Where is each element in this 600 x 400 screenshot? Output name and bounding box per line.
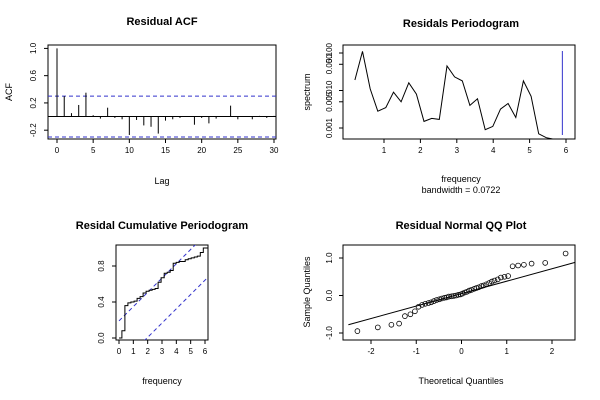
qq-xlabel: Theoretical Quantiles [418,376,504,386]
periodogram-title: Residals Periodogram [403,18,519,30]
acf-xtick-label: 5 [91,146,96,155]
qq-point [521,261,527,268]
qq-point [354,328,361,334]
qq-title: Residual Normal QQ Plot [396,220,527,232]
qq-point [419,302,425,308]
periodogram-xtick-label: 2 [418,146,423,155]
acf-xtick-label: 30 [270,146,279,155]
qq-plot-frame [342,244,576,341]
qq-point [478,283,485,289]
qq-point [455,291,462,298]
periodogram-plot-frame [342,44,576,140]
qq-xtick-label: 2 [550,347,555,356]
qq-point [466,287,473,294]
qq-ytick-label: 1.0 [325,252,334,264]
qq-point [436,296,443,303]
acf-ylabel: ACF [4,82,14,101]
qq-point [505,273,511,279]
periodogram-xtick-label: 5 [527,146,532,155]
periodogram-ytick-label: 0.001 [325,117,334,138]
acf-ytick-label: 0.6 [29,70,38,82]
periodogram-ytick-label: 0.005 [325,91,334,112]
cumper-xlabel: frequency [142,376,182,386]
qq-point [468,287,475,293]
qq-point [480,282,487,289]
periodogram-ylabel: spectrum [302,73,312,110]
qq-point [542,260,548,266]
acf-xlabel: Lag [154,176,169,186]
cumper-xtick-label: 3 [160,347,165,356]
qq-point [486,280,492,286]
qq-xtick-label: 1 [505,347,510,356]
periodogram-ytick-label: 0.010 [325,80,334,101]
cumper-xtick-label: 2 [145,347,150,356]
qq-point [428,299,435,306]
acf-xtick-label: 10 [125,146,134,155]
acf-xtick-label: 0 [55,146,60,155]
qq-point [402,313,408,319]
qq-point [422,300,429,307]
qq-point [438,295,445,302]
qq-point [407,311,414,318]
qq-point [433,297,440,303]
acf-ytick-label: 1.0 [29,42,38,54]
qq-point [483,281,490,288]
qq-point [562,250,569,257]
cumper-xtick-label: 5 [188,347,193,356]
qq-point [528,260,535,267]
qq-xtick-label: 0 [459,347,464,356]
cumper-xtick-label: 6 [203,347,208,356]
qq-ytick-label: -1.0 [325,326,334,340]
qq-point [374,324,381,331]
acf-ytick-label: 0.2 [29,97,38,109]
periodogram-bandwidth-label: bandwidth = 0.0722 [422,185,501,195]
qq-ytick-label: 0.0 [325,289,334,301]
qq-point [509,263,516,270]
acf-xtick-label: 15 [161,146,170,155]
periodogram-xtick-label: 6 [564,146,569,155]
qq-point [412,308,418,315]
periodogram-xtick-label: 4 [491,146,496,155]
qq-point [498,274,504,281]
qq-point [491,277,498,284]
qq-reference-line [348,262,575,326]
qq-point [388,321,395,328]
cumper-title: Residal Cumulative Periodogram [76,220,249,232]
periodogram-xtick-label: 1 [382,146,387,155]
qq-point [515,262,521,269]
qq-point [431,298,437,304]
acf-xtick-label: 25 [233,146,242,155]
cumper-xtick-label: 4 [174,347,179,356]
qq-point [475,284,482,291]
periodogram-ytick-label: 0.100 [325,42,334,63]
qq-xtick-label: -2 [367,347,375,356]
cumper-ytick-label: 0.4 [97,296,106,308]
cumper-xtick-label: 1 [131,347,136,356]
qq-point [425,300,432,306]
qq-point [501,273,508,280]
cumper-step-line [119,247,208,339]
qq-point [473,285,480,291]
qq-ylabel: Sample Quantiles [302,256,312,328]
periodogram-ytick-label: 0.050 [325,54,334,75]
cumper-ytick-label: 0.8 [97,260,106,272]
acf-plot-frame [47,44,277,140]
periodogram-xlabel: frequency [441,174,481,184]
acf-ytick-label: -0.2 [29,123,38,137]
periodogram-xtick-label: 3 [455,146,460,155]
periodogram-series-line [354,51,562,139]
acf-title: Residual ACF [126,16,197,28]
qq-point [396,320,402,327]
qq-xtick-label: -1 [413,347,421,356]
cumper-xtick-label: 0 [117,347,122,356]
qq-point [488,278,495,285]
cumper-band-line-lower [144,276,208,340]
cumper-ytick-label: 0.0 [97,332,106,344]
cumper-plot-frame [115,244,209,341]
acf-xtick-label: 20 [197,146,206,155]
